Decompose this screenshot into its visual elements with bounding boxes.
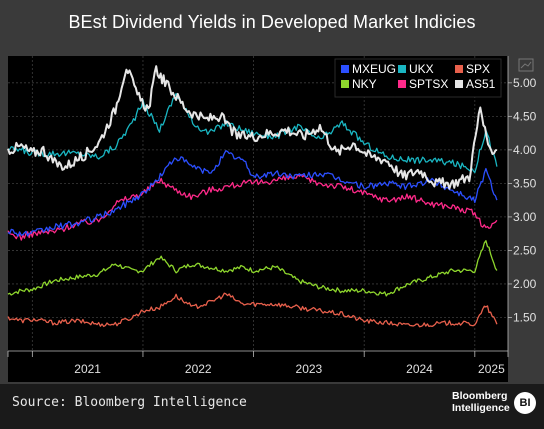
x-tick-label-2025: 2025	[478, 362, 505, 376]
y-tick-label-3.00: 3.00	[513, 210, 537, 224]
y-tick-label-3.50: 3.50	[513, 176, 537, 190]
y-tick-label-2.00: 2.00	[513, 277, 537, 291]
legend-label-ukx: UKX	[409, 62, 434, 76]
y-tick-label-4.00: 4.00	[513, 143, 537, 157]
legend-label-nky: NKY	[352, 77, 377, 91]
chart-title: BEst Dividend Yields in Developed Market…	[68, 11, 476, 32]
legend-swatch-mxeug	[341, 65, 349, 73]
brand-line-2: Intelligence	[452, 402, 510, 414]
series-line-mxeug	[7, 150, 498, 237]
legend-background	[334, 58, 502, 98]
legend-swatch-ukx	[398, 65, 406, 73]
legend-box: MXEUG UKX SPX NKY SPTSX AS51	[334, 58, 502, 98]
x-axis: 2021 2022 2023 2024 2025	[7, 350, 509, 376]
x-tick-label-2024: 2024	[406, 362, 433, 376]
legend-swatch-sptsx	[398, 80, 406, 88]
chart-corner-icon[interactable]	[518, 58, 534, 72]
y-tick-label-4.50: 4.50	[513, 109, 537, 123]
series-line-spx	[7, 292, 498, 328]
legend: MXEUG UKX SPX NKY SPTSX AS51	[341, 62, 496, 91]
y-tick-label-2.50: 2.50	[513, 243, 537, 257]
line-chart: 2021 2022 2023 2024 2025 1.50 2.00 2.50 3.00 3.5…	[0, 44, 544, 384]
legend-swatch-nky	[341, 80, 349, 88]
y-tick-label-1.50: 1.50	[513, 310, 537, 324]
footer-bar: Source: Bloomberg Intelligence Bloomberg…	[0, 384, 544, 429]
series-line-ukx	[7, 92, 498, 174]
series-line-nky	[7, 240, 498, 297]
brand-line-1: Bloomberg	[452, 390, 508, 402]
legend-swatch-as51	[455, 80, 463, 88]
y-axis: 1.50 2.00 2.50 3.00 3.50 4.00 4.50 5.00	[507, 56, 537, 351]
legend-label-spx: SPX	[466, 62, 490, 76]
legend-label-sptsx: SPTSX	[409, 77, 448, 91]
x-axis-band	[8, 351, 508, 382]
series-line-sptsx	[7, 173, 498, 241]
bi-badge-icon: BI	[514, 392, 536, 414]
x-tick-label-2021: 2021	[74, 362, 101, 376]
series-group	[7, 65, 498, 328]
legend-label-mxeug: MXEUG	[352, 62, 396, 76]
legend-swatch-spx	[455, 65, 463, 73]
series-line-as51	[7, 65, 498, 190]
y-tick-label-5.00: 5.00	[513, 76, 537, 90]
bloomberg-intelligence-logo: Bloomberg Intelligence	[452, 390, 510, 414]
x-tick-label-2022: 2022	[185, 362, 212, 376]
source-note: Source: Bloomberg Intelligence	[12, 395, 247, 410]
x-tick-label-2023: 2023	[296, 362, 323, 376]
legend-label-as51: AS51	[466, 77, 496, 91]
